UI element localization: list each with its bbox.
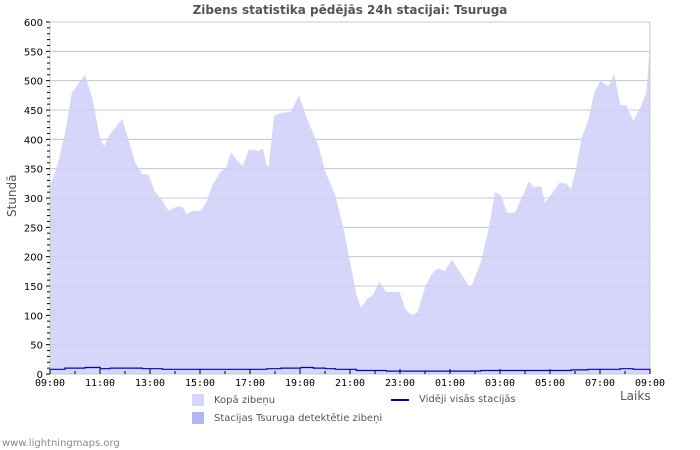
svg-text:09:00: 09:00 bbox=[635, 378, 665, 389]
svg-text:05:00: 05:00 bbox=[535, 378, 565, 389]
svg-text:300: 300 bbox=[24, 194, 43, 205]
legend-total: Kopā zibeņu bbox=[192, 394, 275, 406]
svg-text:11:00: 11:00 bbox=[85, 378, 115, 389]
x-axis-label: Laiks bbox=[620, 389, 651, 403]
svg-text:17:00: 17:00 bbox=[235, 378, 265, 389]
grid-lines-overlay bbox=[50, 50, 650, 346]
svg-text:100: 100 bbox=[24, 311, 43, 322]
svg-text:07:00: 07:00 bbox=[585, 378, 615, 389]
svg-text:0: 0 bbox=[37, 370, 43, 381]
legend-total-label: Kopā zibeņu bbox=[214, 394, 276, 406]
average-line bbox=[50, 366, 651, 372]
svg-text:250: 250 bbox=[24, 223, 43, 234]
svg-text:50: 50 bbox=[30, 341, 43, 352]
svg-text:350: 350 bbox=[24, 165, 43, 176]
legend-station: Stacijas Tsuruga detektētie zibeņi bbox=[192, 412, 382, 424]
svg-text:09:00: 09:00 bbox=[35, 378, 65, 389]
svg-text:13:00: 13:00 bbox=[135, 378, 165, 389]
footer-url: www.lightningmaps.org bbox=[2, 438, 120, 449]
svg-text:200: 200 bbox=[24, 253, 43, 264]
svg-text:23:00: 23:00 bbox=[385, 378, 415, 389]
total-lightning-area bbox=[50, 42, 650, 374]
svg-text:600: 600 bbox=[24, 18, 43, 29]
svg-text:15:00: 15:00 bbox=[185, 378, 215, 389]
legend-average-label: Vidēji visās stacijās bbox=[419, 394, 516, 405]
svg-text:450: 450 bbox=[24, 106, 43, 117]
svg-text:150: 150 bbox=[24, 282, 43, 293]
y-axis: 0 50 100 150 200 250 300 350 400 450 500 550 600 bbox=[24, 18, 50, 381]
svg-text:21:00: 21:00 bbox=[335, 378, 365, 389]
svg-text:500: 500 bbox=[24, 77, 43, 88]
svg-text:550: 550 bbox=[24, 47, 43, 58]
svg-text:19:00: 19:00 bbox=[285, 378, 315, 389]
legend-station-swatch-icon bbox=[192, 412, 204, 424]
svg-text:03:00: 03:00 bbox=[485, 378, 515, 389]
chart-title: Zibens statistika pēdējās 24h stacijai: … bbox=[192, 3, 508, 17]
legend-total-swatch-icon bbox=[192, 394, 204, 406]
legend-station-label: Stacijas Tsuruga detektētie zibeņi bbox=[214, 412, 383, 424]
svg-text:01:00: 01:00 bbox=[435, 378, 465, 389]
svg-text:400: 400 bbox=[24, 135, 43, 146]
legend-average: Vidēji visās stacijās bbox=[391, 394, 516, 405]
x-axis: 09:00 11:00 13:00 15:00 17:00 19:00 21:00 23:00… bbox=[35, 369, 665, 389]
legend-average-line-icon bbox=[391, 398, 409, 401]
y-axis-label: Stundā bbox=[5, 174, 19, 217]
